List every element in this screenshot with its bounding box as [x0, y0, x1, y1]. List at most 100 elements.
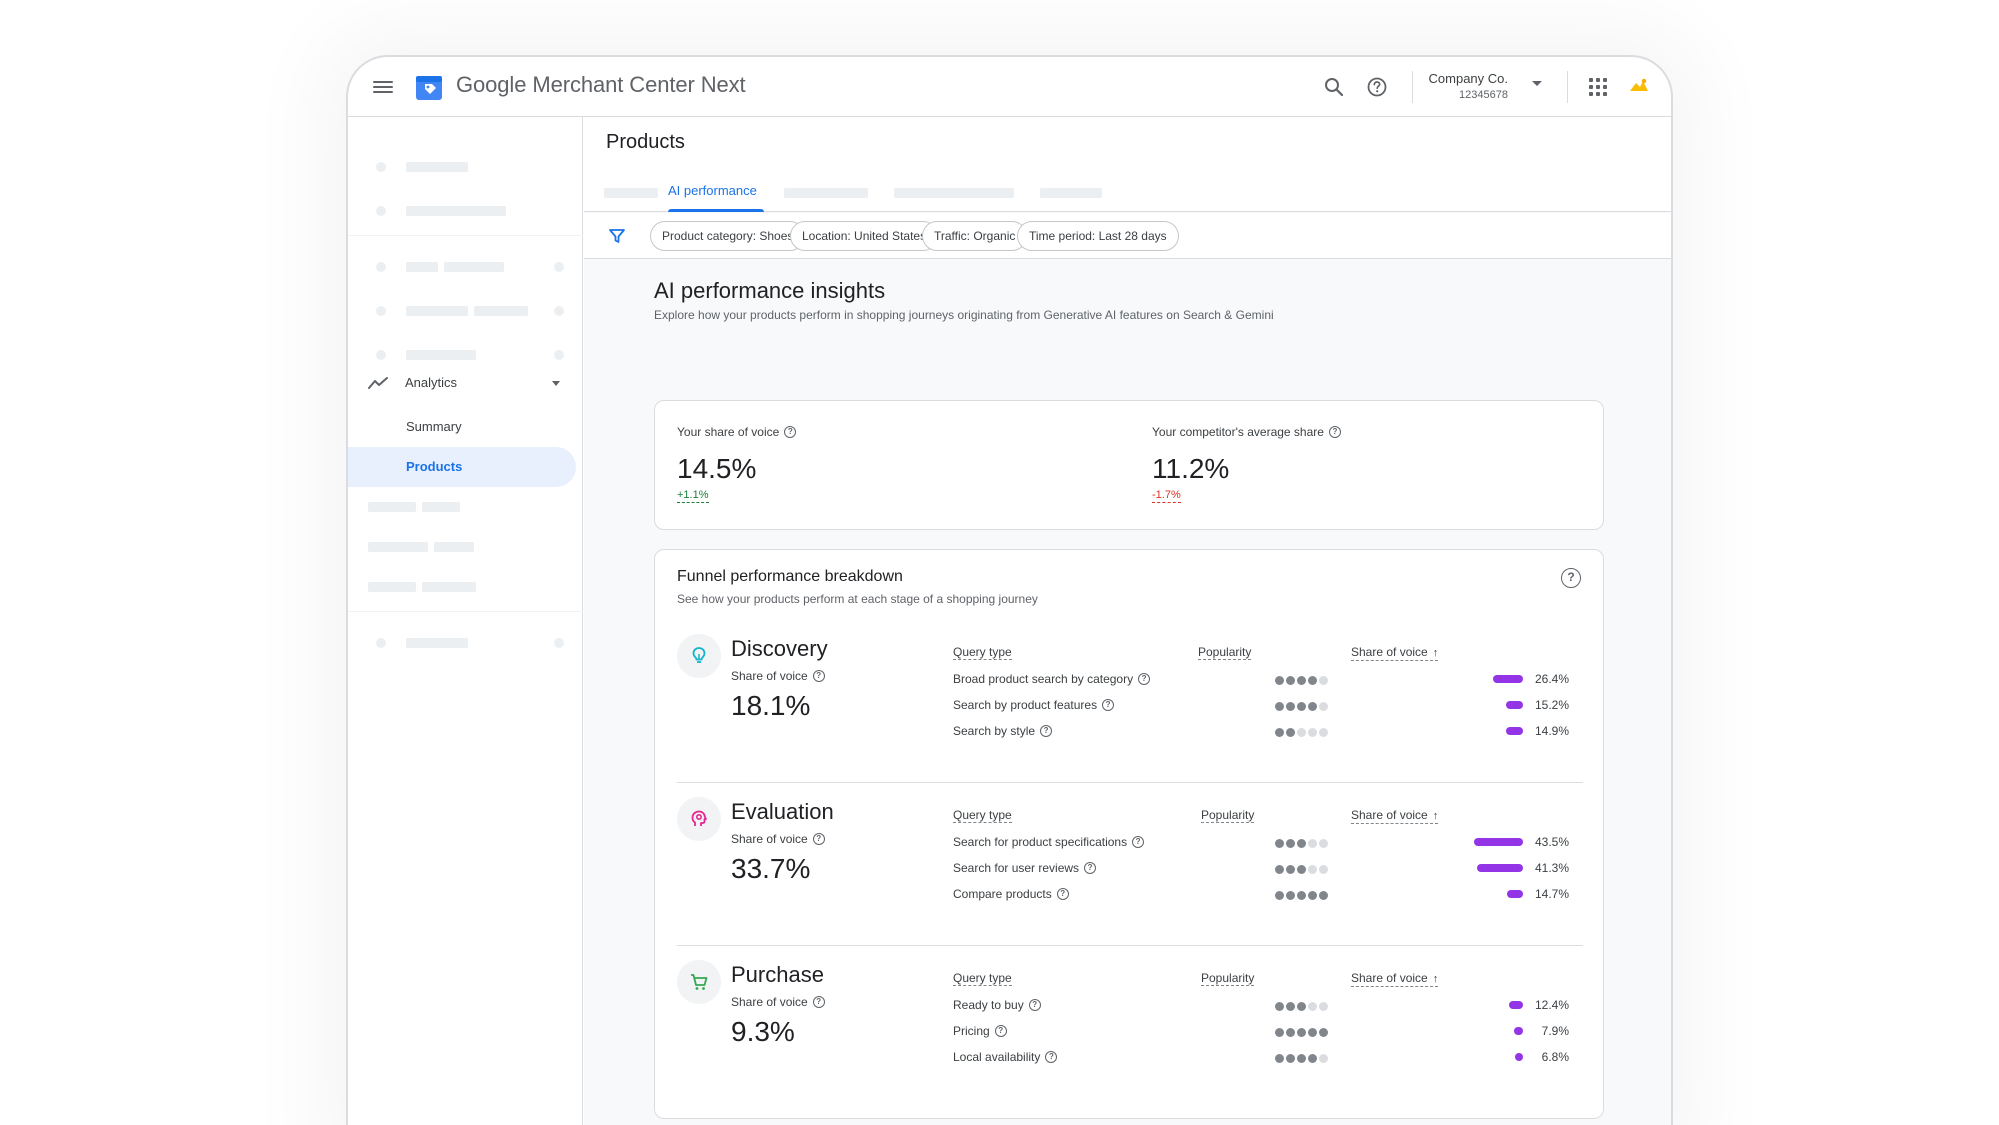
arrow-up-icon: ↑ — [1432, 810, 1439, 822]
column-header-share-of-voice[interactable]: Share of voice ↑ — [1351, 808, 1439, 824]
query-row: Search by product features? 15.2% — [953, 696, 1583, 716]
stage-sov-label: Share of voice? — [731, 832, 825, 846]
query-row: Ready to buy? 12.4% — [953, 996, 1583, 1016]
topbar-divider — [1412, 71, 1413, 103]
help-icon[interactable]: ? — [1138, 673, 1151, 685]
help-icon[interactable]: ? — [812, 833, 825, 845]
popularity-dots — [1275, 839, 1328, 848]
column-header-query-type[interactable]: Query type — [953, 645, 1012, 660]
menu-icon[interactable] — [370, 75, 396, 99]
help-icon[interactable]: ? — [1056, 888, 1069, 900]
column-header-label: Share of voice — [1351, 971, 1428, 985]
column-header-popularity[interactable]: Popularity — [1201, 808, 1255, 823]
share-of-voice-value: 14.9% — [1534, 724, 1569, 738]
help-icon[interactable]: ? — [1040, 725, 1053, 737]
query-type-label: Ready to buy — [953, 998, 1024, 1012]
column-header-popularity[interactable]: Popularity — [1201, 971, 1255, 986]
help-icon[interactable]: ? — [812, 670, 825, 682]
tab-ai-performance-label: AI performance — [668, 183, 757, 198]
sidebar-placeholder-item — [348, 537, 583, 557]
tab-placeholder[interactable] — [784, 180, 868, 212]
column-header-share-of-voice[interactable]: Share of voice ↑ — [1351, 971, 1439, 987]
column-header-query-type[interactable]: Query type — [953, 808, 1012, 823]
help-icon[interactable]: ? — [1328, 426, 1341, 438]
filter-bar: Product category: Shoes Location: United… — [584, 213, 1671, 259]
filter-icon[interactable] — [608, 227, 626, 245]
main-content: Products AI performance Product category… — [584, 117, 1671, 1125]
profile-avatar-icon[interactable] — [1628, 75, 1650, 97]
help-icon[interactable] — [1363, 73, 1391, 101]
account-name: Company Co. — [1428, 71, 1508, 86]
help-icon[interactable]: ? — [1132, 836, 1145, 848]
popularity-dots — [1275, 1028, 1328, 1037]
metric-value: 14.5% — [677, 453, 757, 484]
cart-icon — [677, 960, 721, 1004]
stage-sov-label-text: Share of voice — [731, 832, 808, 846]
popularity-dots — [1275, 1054, 1328, 1063]
lightbulb-icon — [677, 634, 721, 678]
help-icon[interactable]: ? — [812, 996, 825, 1008]
column-header-label: Share of voice — [1351, 808, 1428, 822]
filter-chip-time-period[interactable]: Time period: Last 28 days — [1017, 221, 1179, 251]
query-row: Local availability? 6.8% — [953, 1048, 1583, 1068]
stage-discovery: Discovery Share of voice? 18.1% Query type P… — [677, 634, 1583, 784]
column-header-share-of-voice[interactable]: Share of voice ↑ — [1351, 645, 1439, 661]
query-type-label: Compare products — [953, 887, 1052, 901]
sidebar-item-analytics[interactable]: Analytics — [368, 372, 568, 396]
column-header-query-type[interactable]: Query type — [953, 971, 1012, 986]
tab-placeholder[interactable] — [604, 180, 658, 212]
app-title-product: Merchant Center Next — [532, 72, 746, 97]
page-header: Products AI performance — [584, 117, 1671, 212]
sidebar-item-products[interactable]: Products — [348, 447, 576, 487]
app-window: Google Merchant Center Next Company Co. … — [346, 55, 1673, 1125]
popularity-dots — [1275, 865, 1328, 874]
help-icon[interactable]: ? — [1045, 1051, 1058, 1063]
chevron-down-icon — [552, 381, 560, 386]
stage-sov-value: 9.3% — [731, 1016, 795, 1047]
stage-sov-label-text: Share of voice — [731, 995, 808, 1009]
sidebar-placeholder-item — [348, 257, 583, 277]
share-of-voice-value: 41.3% — [1534, 861, 1569, 875]
apps-icon[interactable] — [1587, 76, 1607, 96]
help-icon[interactable]: ? — [784, 426, 797, 438]
sidebar-divider — [348, 235, 583, 236]
stage-sov-label: Share of voice? — [731, 669, 825, 683]
stage-divider — [677, 782, 1583, 783]
sidebar-placeholder-item — [348, 201, 583, 221]
query-row: Search by style? 14.9% — [953, 722, 1583, 742]
metric-value: 11.2% — [1152, 453, 1230, 484]
help-icon[interactable]: ? — [1102, 699, 1115, 711]
help-icon[interactable]: ? — [994, 1025, 1007, 1037]
filter-chip-traffic[interactable]: Traffic: Organic — [922, 221, 1028, 251]
sidebar-item-summary[interactable]: Summary — [348, 407, 576, 447]
tab-placeholder[interactable] — [1040, 180, 1102, 212]
filter-chip-category[interactable]: Product category: Shoes — [650, 221, 806, 251]
column-header-label: Share of voice — [1351, 645, 1428, 659]
query-row: Compare products? 14.7% — [953, 885, 1583, 905]
help-icon[interactable]: ? — [1561, 568, 1581, 588]
tab-placeholder[interactable] — [894, 180, 1014, 212]
metric-label: Your share of voice — [677, 425, 780, 439]
share-of-voice-value: 15.2% — [1534, 698, 1569, 712]
query-type-label: Search by product features — [953, 698, 1098, 712]
tab-ai-performance[interactable]: AI performance — [668, 180, 764, 212]
stage-sov-value: 33.7% — [731, 853, 811, 884]
funnel-card: Funnel performance breakdown See how you… — [654, 549, 1604, 1119]
arrow-up-icon: ↑ — [1432, 647, 1439, 659]
stage-name: Evaluation — [731, 799, 834, 824]
share-of-voice-bar — [1474, 838, 1523, 846]
help-icon[interactable]: ? — [1028, 999, 1041, 1011]
help-icon[interactable]: ? — [1084, 862, 1097, 874]
query-row: Broad product search by category? 26.4% — [953, 670, 1583, 690]
stage-sov-value: 18.1% — [731, 690, 811, 721]
share-of-voice-value: 6.8% — [1541, 1050, 1569, 1064]
sidebar: Analytics Summary Products — [348, 117, 583, 1125]
stage-sov-label: Share of voice? — [731, 995, 825, 1009]
popularity-dots — [1275, 891, 1328, 900]
share-of-voice-bar — [1477, 864, 1523, 872]
column-header-popularity[interactable]: Popularity — [1198, 645, 1252, 660]
account-switcher[interactable]: Company Co. 12345678 — [1426, 71, 1546, 105]
search-icon[interactable] — [1320, 73, 1348, 101]
filter-chip-location[interactable]: Location: United States — [790, 221, 939, 251]
stage-name: Discovery — [731, 636, 828, 661]
